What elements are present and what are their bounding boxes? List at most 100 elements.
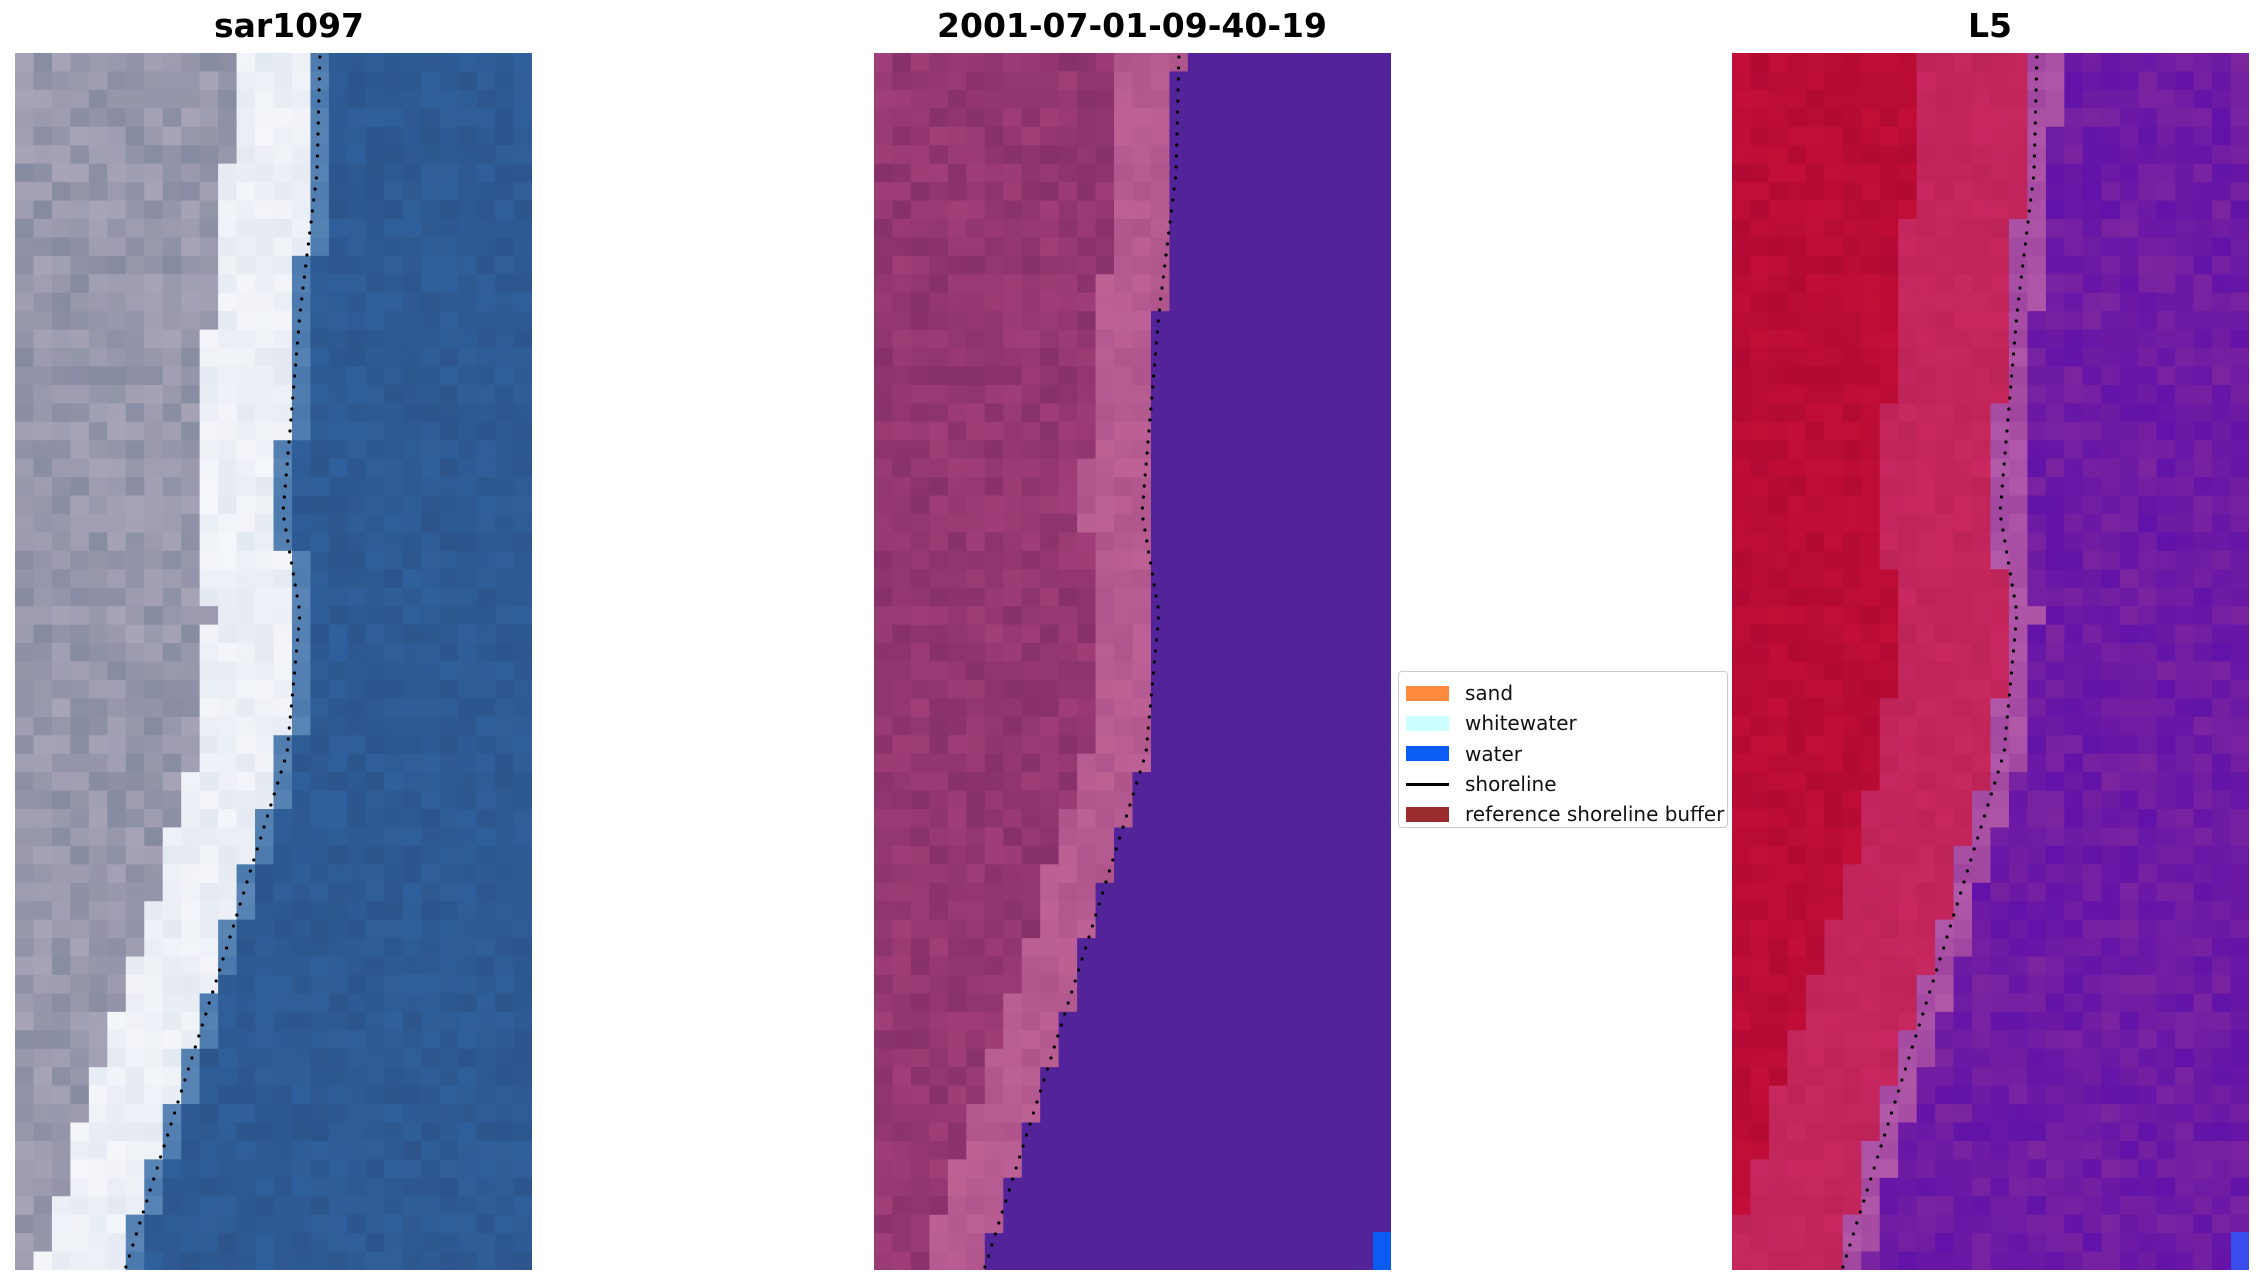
raster-pixel (439, 53, 459, 73)
raster-pixel (1224, 827, 1244, 847)
shoreline-point (1056, 1034, 1060, 1038)
raster-pixel (328, 218, 348, 238)
raster-pixel (1243, 366, 1263, 386)
raster-pixel (402, 477, 422, 497)
raster-pixel (1335, 809, 1355, 829)
shoreline-point (252, 858, 256, 862)
raster-pixel (1243, 1251, 1263, 1270)
raster-pixel (1003, 993, 1023, 1013)
raster-pixel (1916, 292, 1936, 312)
raster-pixel (1114, 218, 1134, 238)
raster-pixel (2193, 698, 2213, 718)
raster-pixel (2230, 403, 2249, 423)
raster-pixel (1990, 218, 2010, 238)
raster-pixel (2212, 679, 2232, 699)
raster-pixel (874, 348, 894, 368)
raster-pixel (1243, 790, 1263, 810)
raster-pixel (929, 679, 949, 699)
raster-pixel (2045, 145, 2065, 165)
raster-pixel (476, 790, 496, 810)
raster-pixel (2230, 624, 2249, 644)
raster-pixel (107, 53, 127, 73)
raster-pixel (1261, 1030, 1281, 1050)
raster-pixel (1003, 1214, 1023, 1234)
raster-pixel (495, 1233, 515, 1253)
raster-pixel (1206, 477, 1226, 497)
raster-pixel (88, 1085, 108, 1105)
shoreline-point (286, 737, 290, 741)
raster-pixel (1040, 71, 1060, 91)
raster-pixel (1916, 237, 1936, 257)
raster-pixel (1861, 698, 1881, 718)
raster-pixel (1114, 1030, 1134, 1050)
raster-pixel (181, 790, 201, 810)
raster-pixel (2008, 403, 2029, 423)
raster-pixel (874, 698, 894, 718)
raster-pixel (874, 882, 894, 902)
raster-pixel (929, 513, 949, 534)
raster-pixel (2138, 661, 2158, 681)
raster-pixel (874, 1159, 894, 1179)
raster-pixel (495, 200, 515, 220)
raster-pixel (88, 329, 108, 349)
raster-pixel (181, 366, 201, 386)
raster-pixel (1824, 163, 1844, 183)
raster-pixel (162, 1011, 182, 1031)
raster-pixel (1003, 1030, 1023, 1050)
raster-pixel (892, 182, 912, 202)
raster-pixel (929, 218, 949, 238)
raster-pixel (1261, 1140, 1281, 1160)
raster-pixel (1750, 182, 1770, 202)
raster-pixel (1805, 532, 1825, 552)
raster-pixel (1243, 145, 1263, 165)
raster-pixel (15, 864, 35, 884)
raster-pixel (2064, 145, 2084, 165)
raster-pixel (199, 348, 219, 368)
raster-pixel (181, 237, 201, 257)
raster-pixel (513, 661, 532, 681)
raster-pixel (2027, 163, 2047, 183)
shoreline-point (214, 979, 218, 983)
raster-pixel (1150, 1251, 1171, 1270)
raster-pixel (910, 587, 930, 607)
raster-pixel (1280, 403, 1300, 423)
raster-pixel (2138, 513, 2158, 534)
raster-pixel (255, 1067, 275, 1087)
raster-pixel (1972, 89, 1992, 109)
raster-pixel (2138, 200, 2158, 220)
raster-pixel (458, 716, 478, 736)
raster-pixel (88, 643, 108, 663)
raster-pixel (347, 735, 367, 755)
raster-pixel (1224, 255, 1244, 275)
raster-pixel (2008, 108, 2029, 128)
raster-pixel (1787, 753, 1807, 773)
raster-pixel (1298, 1030, 1318, 1050)
raster-pixel (1335, 384, 1355, 404)
raster-pixel (1206, 716, 1226, 736)
raster-pixel (1335, 1011, 1355, 1031)
shoreline-point (1144, 748, 1148, 752)
raster-pixel (1317, 919, 1337, 939)
raster-pixel (1040, 956, 1060, 976)
raster-pixel (347, 477, 367, 497)
raster-pixel (947, 1067, 967, 1087)
raster-pixel (1187, 163, 1207, 183)
raster-pixel (1058, 809, 1078, 829)
raster-pixel (1317, 255, 1337, 275)
raster-pixel (947, 809, 967, 829)
raster-pixel (495, 108, 515, 128)
raster-pixel (421, 550, 441, 570)
raster-pixel (2045, 477, 2065, 497)
raster-pixel (1187, 495, 1207, 515)
raster-pixel (1916, 218, 1936, 238)
raster-pixel (892, 661, 912, 681)
raster-pixel (273, 1048, 293, 1068)
raster-pixel (1335, 145, 1355, 165)
raster-pixel (1354, 126, 1374, 146)
raster-pixel (70, 919, 90, 939)
raster-pixel (236, 919, 256, 939)
raster-pixel (1298, 89, 1318, 109)
raster-pixel (1150, 532, 1171, 552)
raster-pixel (2230, 255, 2249, 275)
raster-pixel (181, 458, 201, 478)
